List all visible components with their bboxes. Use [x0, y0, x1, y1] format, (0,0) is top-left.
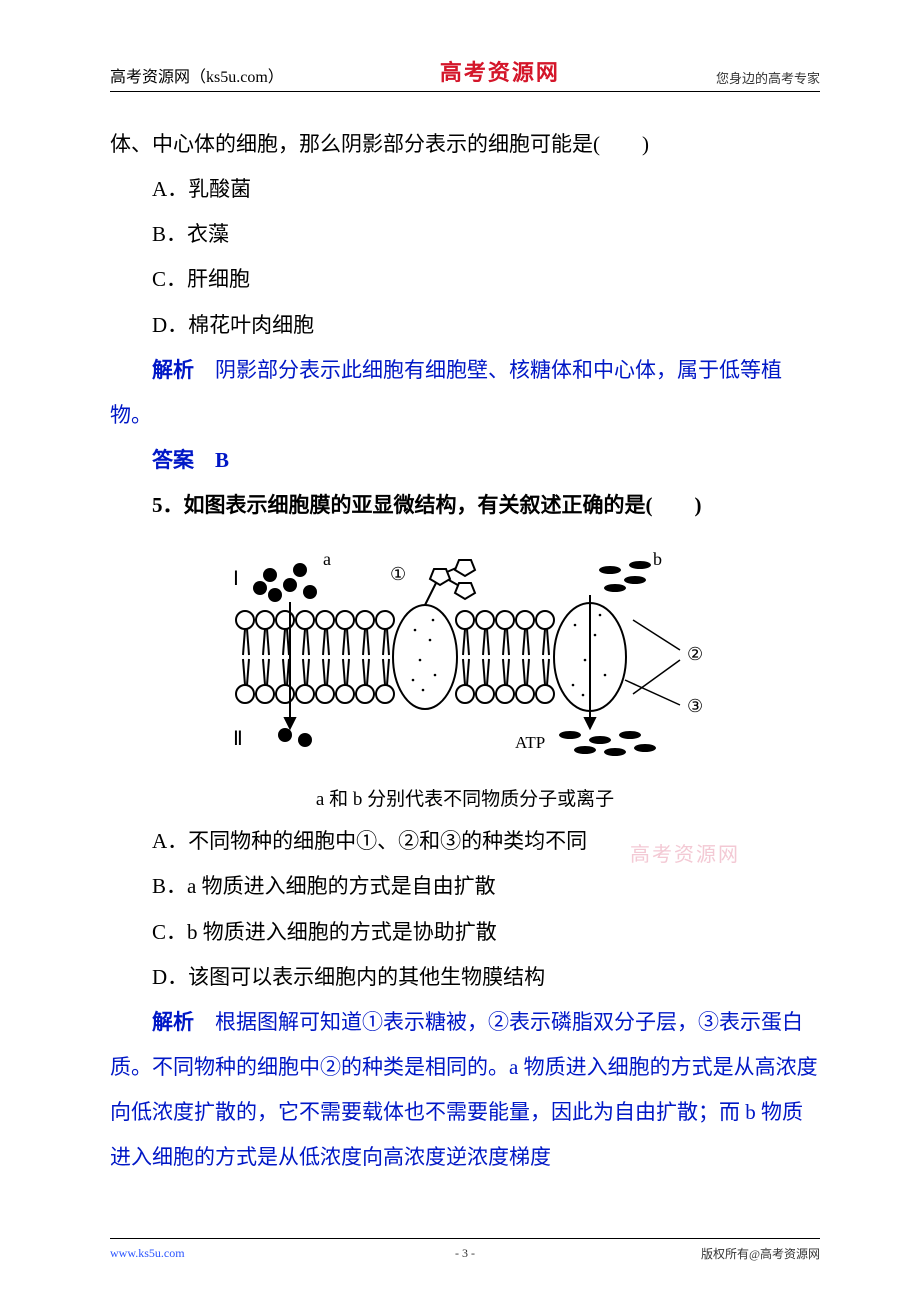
q4-option-b: B．衣藻: [110, 212, 820, 257]
q5-analysis: 解析 根据图解可知道①表示糖被，②表示磷脂双分子层，③表示蛋白质。不同物种的细胞…: [110, 1000, 820, 1181]
footer-right: 版权所有@高考资源网: [701, 1245, 820, 1262]
q5-option-b: B．a 物质进入细胞的方式是自由扩散: [110, 864, 820, 909]
page-footer: www.ks5u.com - 3 - 版权所有@高考资源网: [110, 1238, 820, 1262]
q5-stem: 5．如图表示细胞膜的亚显微结构，有关叙述正确的是( ): [110, 483, 820, 528]
footer-page-number: - 3 -: [455, 1246, 475, 1261]
header-right: 您身边的高考专家: [716, 68, 820, 87]
label-atp: ATP: [515, 733, 545, 752]
page-header: 高考资源网（ks5u.com） 高考资源网 您身边的高考专家: [110, 55, 820, 92]
label-b: b: [653, 549, 662, 569]
q4-option-c: C．肝细胞: [110, 257, 820, 302]
q5-analysis-label: 解析: [110, 1010, 194, 1034]
protein-left: [393, 605, 457, 709]
header-center-logo: 高考资源网: [440, 55, 560, 87]
label-a: a: [323, 549, 331, 569]
q5-figure: a b Ⅰ Ⅱ ① ② ③ ATP a 和 b 分别代表不同物质分子或离子: [110, 540, 820, 811]
label-I: Ⅰ: [233, 568, 239, 590]
label-3: ③: [687, 696, 703, 716]
q4-answer-label: 答案: [152, 448, 194, 472]
q4-analysis-text: 阴影部分表示此细胞有细胞壁、核糖体和中心体，属于低等植物。: [110, 358, 782, 427]
label-1: ①: [390, 564, 406, 584]
q5-analysis-text: 根据图解可知道①表示糖被，②表示磷脂双分子层，③表示蛋白质。不同物种的细胞中②的…: [110, 1010, 818, 1169]
pointer-3: [625, 680, 680, 705]
q5-option-d: D．该图可以表示细胞内的其他生物膜结构: [110, 955, 820, 1000]
q5-option-c: C．b 物质进入细胞的方式是协助扩散: [110, 910, 820, 955]
bracket-2: [633, 620, 680, 694]
header-left: 高考资源网（ks5u.com）: [110, 63, 284, 87]
footer-left: www.ks5u.com: [110, 1246, 185, 1261]
q4-continuation: 体、中心体的细胞，那么阴影部分表示的细胞可能是( ): [110, 122, 820, 167]
figure-caption: a 和 b 分别代表不同物质分子或离子: [110, 784, 820, 811]
membrane-diagram: a b Ⅰ Ⅱ ① ② ③ ATP: [215, 540, 715, 775]
q4-analysis: 解析 阴影部分表示此细胞有细胞壁、核糖体和中心体，属于低等植物。: [110, 348, 820, 438]
q4-option-d: D．棉花叶肉细胞: [110, 303, 820, 348]
q4-answer-value: B: [215, 448, 229, 472]
q4-answer: 答案 B: [110, 438, 820, 483]
glycocalyx: [425, 560, 475, 605]
q4-option-a: A．乳酸菌: [110, 167, 820, 212]
label-II: Ⅱ: [233, 728, 243, 750]
q5-option-a: A．不同物种的细胞中①、②和③的种类均不同: [110, 819, 820, 864]
q4-analysis-label: 解析: [110, 358, 194, 382]
label-2: ②: [687, 644, 703, 664]
